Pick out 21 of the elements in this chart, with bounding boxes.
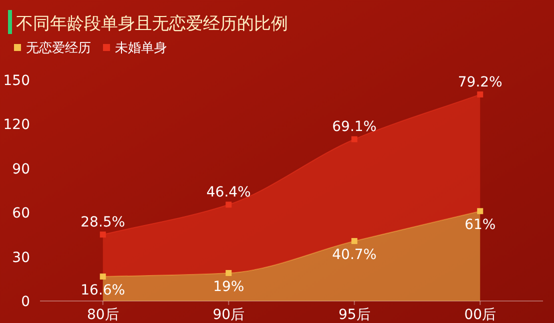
legend-label: 无恋爱经历 [26, 40, 91, 56]
y-tick-label: 0 [21, 294, 30, 310]
data-label: 69.1% [332, 119, 377, 136]
x-tick-label: 95后 [338, 307, 370, 323]
y-tick-label: 120 [3, 117, 30, 134]
x-tick-label: 80后 [86, 307, 119, 323]
data-label: 79.2% [458, 74, 502, 90]
data-label: 19% [213, 279, 244, 296]
y-tick-label: 90 [12, 161, 30, 178]
data-label: 28.5% [80, 214, 126, 231]
x-tick-label: 90后 [212, 307, 245, 323]
chart-title: 不同年龄段单身且无恋爱经历的比例 [16, 14, 288, 34]
y-tick-label: 150 [3, 73, 30, 89]
data-label: 46.4% [206, 184, 251, 201]
data-label: 40.7% [332, 247, 377, 264]
data-label: 16.6% [80, 282, 126, 299]
data-label: 61% [464, 217, 496, 234]
y-tick-label: 30 [12, 250, 30, 266]
y-tick-label: 60 [12, 206, 30, 222]
legend-label: 未婚单身 [115, 41, 167, 56]
x-tick-label: 00后 [464, 307, 496, 323]
